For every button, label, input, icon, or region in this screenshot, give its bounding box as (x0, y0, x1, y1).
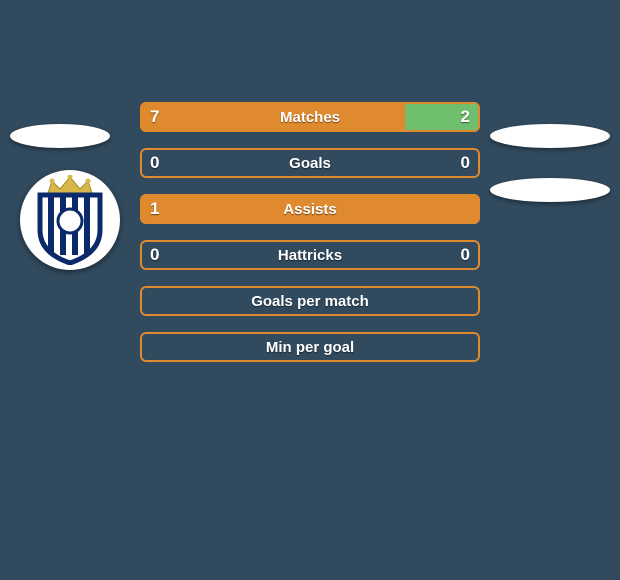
stat-row: Goals per match (140, 286, 480, 316)
stat-label: Min per goal (140, 332, 480, 362)
stat-row: Hattricks0 0 (140, 240, 480, 270)
stat-value-right: 0 (461, 240, 470, 270)
stat-value-left: 1 (150, 194, 159, 224)
stat-row: Min per goal (140, 332, 480, 362)
stat-value-left: 7 (150, 102, 159, 132)
stat-label: Matches (140, 102, 480, 132)
stat-label: Assists (140, 194, 480, 224)
stat-value-right: 0 (461, 148, 470, 178)
stat-label: Hattricks (140, 240, 480, 270)
stat-value-left: 0 (150, 240, 159, 270)
stat-row: Matches7 2 (140, 102, 480, 132)
stat-value-left: 0 (150, 148, 159, 178)
stat-row: Goals0 0 (140, 148, 480, 178)
stat-label: Goals per match (140, 286, 480, 316)
stat-label: Goals (140, 148, 480, 178)
stat-value-right: 2 (461, 102, 470, 132)
comparison-chart: Matches72Goals00Assists1Hattricks00Goals… (0, 102, 620, 362)
stat-row: Assists1 (140, 194, 480, 224)
